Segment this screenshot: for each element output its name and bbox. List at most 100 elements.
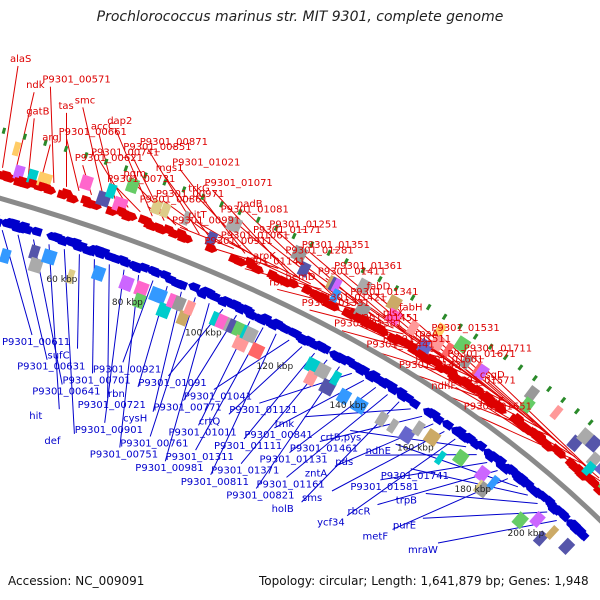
forward-gene-label: smc — [75, 95, 95, 106]
forward-gene-label: P9301_00851 — [123, 142, 191, 153]
reverse-gene-label: P9301_00901 — [75, 425, 143, 436]
forward-gene-label: P9301_01061 — [221, 231, 289, 242]
feature-block — [296, 261, 312, 278]
scale-mark — [218, 201, 225, 208]
feature-block — [374, 410, 390, 428]
forward-gene-label: nadB — [237, 199, 263, 210]
feature-block — [131, 292, 147, 310]
scale-mark — [457, 323, 464, 330]
tick-label: 80 kbp — [112, 298, 143, 308]
forward-leader-line — [439, 334, 559, 444]
reverse-gene-label: P9301_01161 — [257, 479, 325, 490]
scale-mark — [103, 158, 109, 166]
feature-block — [422, 428, 442, 448]
reverse-leader-line — [410, 468, 528, 496]
tick-label: 180 kbp — [454, 485, 491, 495]
reverse-leader-line — [210, 333, 277, 476]
feature-block — [225, 215, 244, 234]
forward-leader-line — [163, 174, 212, 240]
reverse-leader-line — [346, 438, 456, 517]
scale-mark — [343, 258, 349, 265]
reverse-leader-line — [152, 291, 182, 412]
reverse-leader-line — [104, 269, 125, 423]
reverse-leader-line — [274, 379, 365, 429]
reverse-gene-label: ycf34 — [317, 518, 345, 529]
forward-leader-line — [66, 138, 80, 192]
feature-block — [584, 434, 600, 453]
reverse-gene-label: crtB,pys — [320, 433, 361, 444]
forward-leader-line — [179, 226, 234, 249]
forward-leader-line — [114, 185, 141, 213]
forward-gene-label: plsX — [383, 308, 404, 319]
reverse-gene-arrow — [475, 440, 488, 452]
reverse-gene-arrow — [30, 226, 43, 237]
forward-gene-label: P9301_01511 — [383, 334, 451, 345]
forward-leader-line — [147, 148, 200, 235]
scale-mark — [142, 172, 148, 179]
forward-leader-line — [114, 127, 153, 217]
feature-block — [532, 530, 549, 547]
feature-block — [118, 274, 135, 293]
feature-block — [518, 396, 536, 414]
reverse-gene-label: P9301_00721 — [78, 400, 146, 411]
feature-block — [40, 248, 58, 266]
forward-gene-label: aroK — [253, 251, 276, 262]
scale-mark — [237, 208, 243, 216]
reverse-leader-line — [63, 249, 75, 434]
feature-block — [558, 537, 576, 555]
forward-gene-label: pgm — [123, 168, 145, 179]
scale-mark — [273, 224, 279, 232]
reverse-gene-arrow — [408, 398, 421, 410]
reverse-gene-label: P9301_00921 — [93, 364, 161, 375]
feature-block — [153, 288, 169, 305]
feature-block — [242, 325, 259, 344]
reverse-leader-line — [17, 234, 48, 360]
forward-gene-label: mgs1 — [156, 163, 184, 174]
reverse-gene-label: P9301_00841 — [244, 430, 312, 441]
forward-gene-arrow — [327, 300, 340, 312]
reverse-gene-label: P9301_01121 — [229, 405, 297, 416]
reverse-gene-label: P9301_00701 — [63, 375, 131, 386]
forward-leader-line — [179, 169, 246, 254]
reverse-gene-label: P9301_01581 — [350, 482, 418, 493]
scale-mark — [487, 343, 494, 351]
reverse-gene-arrow — [318, 343, 332, 355]
forward-gene-label: tas — [59, 101, 74, 112]
forward-gene-label: P9301_00971 — [156, 189, 224, 200]
scale-mark — [531, 374, 538, 382]
forward-leader-line — [276, 231, 374, 318]
forward-gene-label: fabD — [367, 282, 391, 293]
reverse-gene-label: P9301_01131 — [260, 455, 328, 466]
feature-block — [104, 182, 118, 200]
reverse-leader-line — [107, 264, 110, 399]
tick-label: 200 kbp — [508, 529, 545, 539]
reverse-leader-line — [286, 394, 388, 478]
forward-gene-label: P9301_01341 — [350, 287, 418, 298]
feature-block — [529, 510, 546, 528]
forward-gene-label: hemD — [286, 272, 316, 283]
feature-block — [180, 210, 192, 226]
feature-block — [350, 396, 369, 416]
tick-label: 140 kbp — [329, 401, 366, 411]
forward-leader-line — [212, 247, 279, 269]
feature-block — [385, 294, 403, 313]
reverse-gene-arrow — [137, 262, 150, 273]
forward-gene-label: ndhF — [431, 381, 456, 392]
forward-gene-label: P9301_01171 — [253, 225, 321, 236]
topology-text: Topology: circular; Length: 1,641,879 bp… — [259, 574, 589, 588]
forward-gene-label: P9301_01381 — [334, 319, 402, 330]
reverse-gene-label: P9301_00771 — [154, 403, 222, 414]
forward-gene-label: P9301_00911 — [204, 236, 272, 247]
feature-block — [397, 425, 416, 445]
forward-gene-label: alaS — [10, 54, 31, 65]
reverse-leader-line — [122, 280, 154, 363]
reverse-gene-label: tmk — [275, 419, 295, 430]
reverse-gene-label: ndhE — [366, 446, 391, 457]
forward-gene-label: P9301_01531 — [431, 323, 499, 334]
reverse-gene-label: rbn — [108, 389, 125, 400]
feature-block — [328, 288, 342, 305]
reverse-leader-line — [289, 387, 377, 453]
forward-gene-label: P9301_00571 — [42, 75, 110, 86]
